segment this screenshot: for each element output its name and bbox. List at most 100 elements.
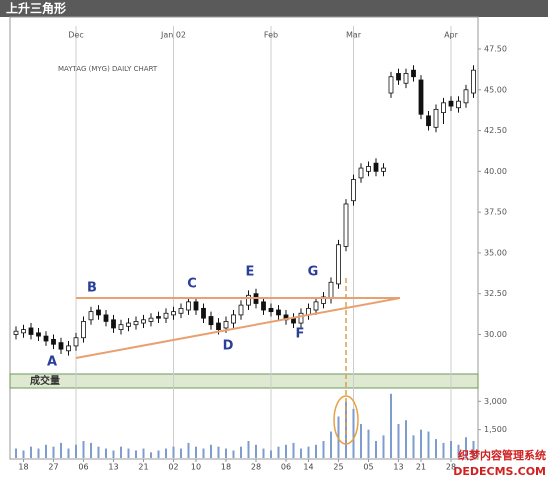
volume-bar (67, 448, 70, 458)
annotation: E (246, 265, 255, 280)
annotation: C (187, 277, 197, 292)
candle-body (246, 294, 251, 306)
volume-bar (217, 446, 220, 458)
month-label: Jan 02 (160, 31, 186, 40)
candle-body (216, 322, 221, 330)
annotation: A (47, 355, 57, 370)
volume-bar (457, 444, 460, 458)
candle-body (261, 301, 266, 311)
volume-bar (442, 442, 445, 458)
month-label: Feb (264, 31, 278, 40)
candle-body (73, 337, 79, 347)
volume-bar (322, 441, 325, 458)
month-label: Dec (68, 31, 83, 40)
volume-bar (255, 444, 257, 458)
x-tick-label: 10 (191, 463, 201, 472)
volume-bar (202, 448, 205, 458)
candle-body (66, 345, 71, 352)
candle-body (238, 304, 244, 316)
candle-body (366, 166, 371, 172)
volume-bar (60, 442, 62, 458)
volume-bar (397, 424, 400, 458)
volume-bar (90, 442, 92, 458)
candle-body (163, 312, 169, 319)
y-tick-label: 47.50 (484, 44, 507, 53)
candle-body (448, 100, 454, 107)
x-tick-label: 13 (393, 463, 403, 472)
volume-bar (307, 446, 310, 458)
x-tick-label: 28 (251, 463, 261, 472)
candle-body (186, 301, 191, 311)
watermark: 织梦内容管理系统 (458, 448, 546, 462)
candle-body (336, 244, 341, 285)
candle-body (313, 301, 319, 311)
volume-bar (22, 450, 25, 458)
volume-bar (285, 444, 287, 458)
candle-body (231, 314, 236, 324)
y-tick-label: 42.50 (484, 126, 507, 135)
candle-body (463, 89, 469, 104)
candle-body (28, 327, 34, 335)
x-tick-label: 05 (363, 463, 373, 472)
candle-body (208, 316, 214, 326)
candle-body (403, 73, 409, 84)
x-tick-label: 06 (281, 463, 291, 472)
candle-body (456, 100, 461, 109)
candle-body (51, 338, 56, 345)
volume-bar (52, 446, 55, 458)
x-tick-label: 27 (48, 463, 58, 472)
candle-body (223, 321, 229, 329)
candle-body (328, 281, 334, 299)
volume-bar (37, 448, 40, 458)
candle-body (418, 79, 424, 115)
volume-bar (270, 450, 272, 458)
volume-bar (375, 441, 377, 458)
candle-body (426, 115, 431, 127)
candle-body (351, 179, 356, 202)
candle-body (343, 203, 349, 247)
y-tick-label: 30.00 (484, 330, 507, 339)
plot-frame (9, 16, 479, 460)
y2-tick-label: 1,500 (484, 425, 507, 434)
volume-bar (112, 450, 115, 458)
y-tick-label: 45.00 (484, 85, 507, 94)
volume-bar (390, 393, 392, 458)
x-tick-label: 02 (168, 463, 178, 472)
volume-bar (142, 448, 145, 458)
volume-bar (150, 452, 152, 458)
candle-body (88, 311, 94, 321)
volume-bar (450, 441, 452, 458)
candle-body (268, 307, 274, 313)
volume-bar (420, 429, 422, 458)
candle-body (81, 321, 86, 339)
volume-bar (412, 435, 415, 458)
candle-body (141, 319, 146, 324)
volume-bar (330, 431, 332, 458)
volume-bar (435, 439, 437, 458)
candle-body (58, 342, 64, 350)
month-label: Apr (444, 31, 459, 40)
volume-bar (472, 441, 475, 458)
annotation: B (87, 281, 97, 296)
y-tick-label: 37.50 (484, 208, 507, 217)
volume-bar (165, 448, 167, 458)
volume-bar (352, 408, 355, 458)
y-tick-label: 32.50 (484, 289, 507, 298)
volume-bar (292, 442, 295, 458)
y-tick-label: 40.00 (484, 167, 507, 176)
candle-body (43, 335, 49, 342)
chart-title: MAYTAG (MYG) DAILY CHART (58, 65, 158, 73)
x-tick-label: 21 (416, 463, 426, 472)
candle-body (126, 322, 131, 327)
annotation: F (296, 327, 305, 342)
volume-band (9, 373, 479, 389)
candle-body (433, 108, 439, 128)
volume-bar (105, 448, 107, 458)
x-tick-label: 18 (221, 463, 231, 472)
volume-bar (405, 420, 407, 458)
candle-body (276, 309, 281, 316)
candle-body (171, 311, 176, 316)
volume-label: 成交量 (30, 374, 60, 387)
header-bar (0, 0, 548, 17)
x-tick-label: 18 (18, 463, 28, 472)
